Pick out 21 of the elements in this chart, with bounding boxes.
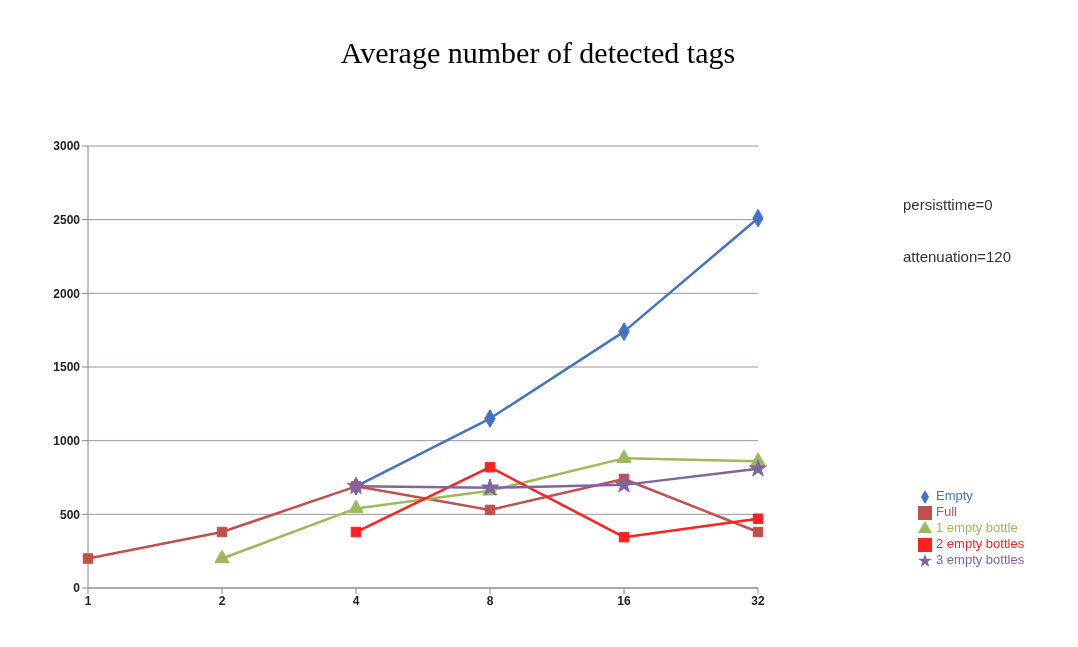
y-tick-label: 1000 bbox=[53, 433, 81, 448]
x-tick-label: 8 bbox=[486, 593, 494, 608]
y-tick-label: 3000 bbox=[53, 139, 81, 154]
chart-title: Average number of detected tags bbox=[339, 36, 737, 70]
text: attenuation=120 bbox=[903, 248, 1012, 265]
y-tick-label: 2000 bbox=[53, 286, 81, 301]
text: persisttime=0 bbox=[903, 196, 993, 213]
x-tick-label: 16 bbox=[617, 593, 631, 608]
x-tick-label: 32 bbox=[751, 593, 765, 608]
x-tick-label: 1 bbox=[84, 593, 92, 608]
y-tick-label: 1500 bbox=[53, 360, 81, 375]
legend-label: Full bbox=[936, 504, 957, 519]
legend-label: 3 empty bottles bbox=[936, 552, 1025, 567]
y-tick-label: 0 bbox=[73, 581, 81, 596]
x-tick-label: 2 bbox=[218, 593, 226, 608]
x-tick-label: 4 bbox=[352, 593, 360, 608]
y-tick-label: 2500 bbox=[53, 212, 81, 227]
legend-label: Empty bbox=[936, 488, 973, 503]
legend-label: 1 empty bottle bbox=[936, 520, 1018, 535]
y-tick-label: 500 bbox=[59, 507, 81, 522]
legend-label: 2 empty bottles bbox=[936, 536, 1025, 551]
